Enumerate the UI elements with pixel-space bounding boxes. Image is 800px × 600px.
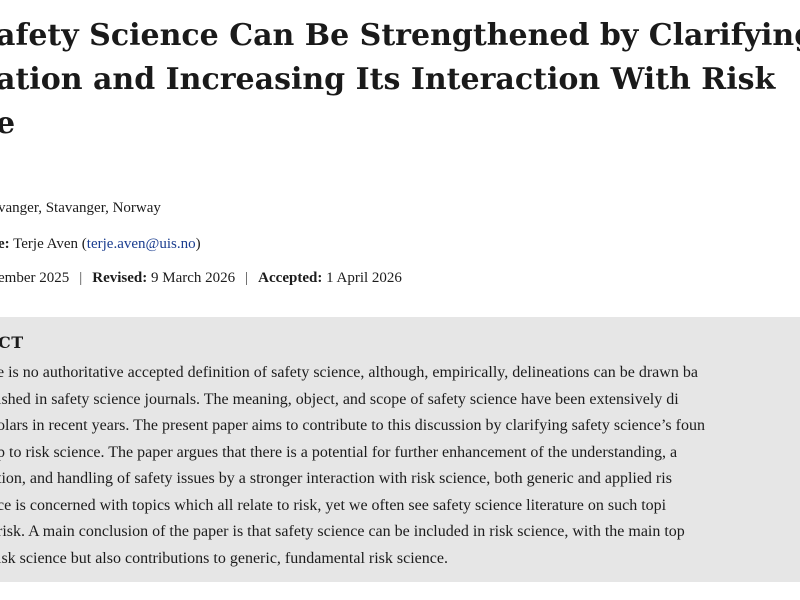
accepted-date: 1 April 2026 bbox=[326, 270, 402, 286]
date-separator: | bbox=[79, 270, 83, 286]
correspondence-label: e: bbox=[0, 236, 10, 252]
abstract-line: olars in recent years. The present paper… bbox=[0, 417, 705, 434]
title-line: e bbox=[0, 106, 16, 141]
accepted-label: Accepted: bbox=[258, 270, 323, 286]
received-date: ember 2025 bbox=[0, 270, 70, 286]
article-title: afety Science Can Be Strengthened by Cla… bbox=[0, 14, 800, 146]
abstract-panel bbox=[0, 317, 800, 582]
abstract-line: ce is concerned with topics which all re… bbox=[0, 496, 667, 514]
correspondence-name: Terje Aven bbox=[13, 236, 79, 252]
publication-dates: ember 2025 | Revised: 9 March 2026 | Accepte… bbox=[0, 268, 402, 288]
abstract-line: risk. A main conclusion of the paper is … bbox=[0, 523, 685, 540]
abstract-line: ished in safety science journals. The me… bbox=[0, 390, 679, 408]
title-line: afety Science Can Be Strengthened by Cla… bbox=[0, 18, 800, 53]
title-line: ation and Increasing Its Interaction Wit… bbox=[0, 62, 776, 97]
author-affiliation: vanger, Stavanger, Norway bbox=[0, 200, 161, 216]
correspondence-email-link[interactable]: terje.aven@uis.no bbox=[86, 236, 196, 252]
abstract-line: p to risk science. The paper argues that… bbox=[0, 443, 678, 461]
date-separator: | bbox=[245, 270, 249, 286]
abstract-heading: CT bbox=[0, 333, 24, 352]
abstract-body: e is no authoritative accepted definitio… bbox=[0, 360, 705, 572]
correspondence-line: e: Terje Aven (terje.aven@uis.no) bbox=[0, 236, 201, 252]
revised-date: 9 March 2026 bbox=[151, 270, 236, 286]
revised-label: Revised: bbox=[92, 270, 148, 286]
abstract-line: tion, and handling of safety issues by a… bbox=[0, 470, 672, 487]
abstract-line: e is no authoritative accepted definitio… bbox=[0, 364, 698, 381]
abstract-line: isk science but also contributions to ge… bbox=[0, 549, 448, 567]
